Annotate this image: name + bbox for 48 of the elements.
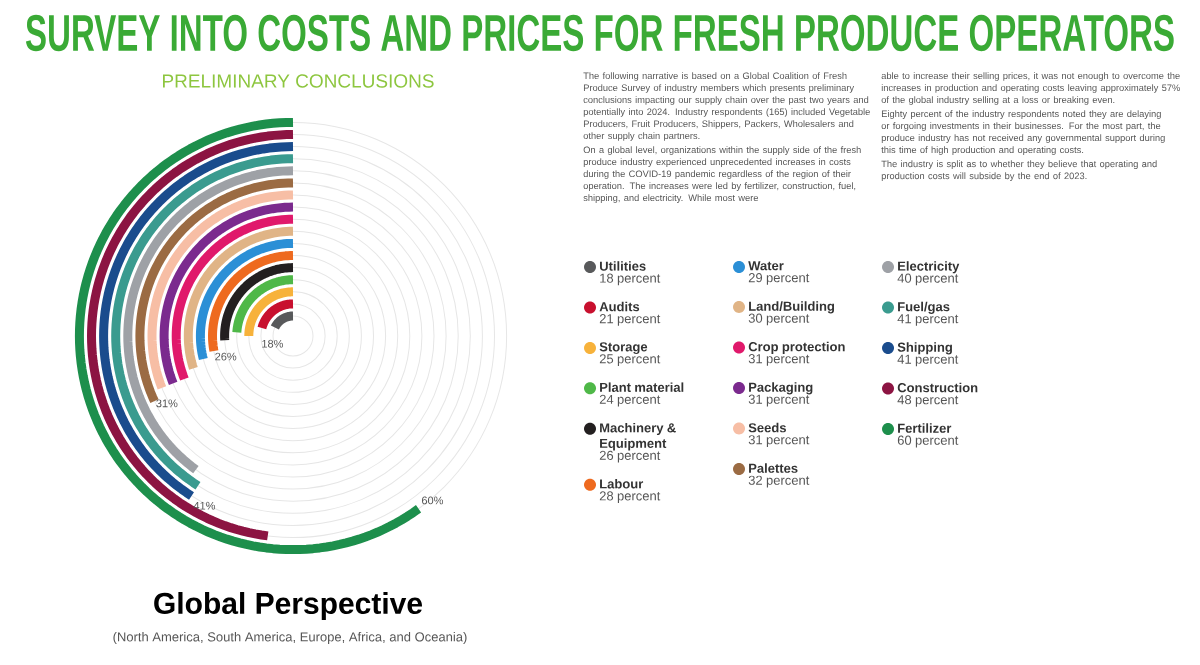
text: able to increase their selling prices, it was not enough to overcome the increases in production and operating costs leaving approximately 57% of the global industry selling at a loss or breaking even. bbox=[881, 72, 1180, 105]
data-label: 41 percent bbox=[897, 314, 959, 326]
category-label: Shipping bbox=[897, 342, 952, 355]
data-label: 60 percent bbox=[897, 435, 959, 448]
data-label: 29 percent bbox=[748, 273, 810, 285]
category-label: Labour bbox=[600, 478, 644, 489]
text: Global Perspective bbox=[154, 592, 423, 620]
category-label: Packaging bbox=[749, 382, 813, 395]
category-label: Machinery & Equipment bbox=[600, 422, 676, 451]
text: 41% bbox=[193, 501, 216, 510]
category-label: Palettes bbox=[749, 463, 798, 473]
category-label: Construction bbox=[897, 382, 978, 393]
text: The industry is split as to whether they believe that operating and production costs will subside by the end of 2023. bbox=[881, 160, 1157, 181]
category-label: Electricity bbox=[898, 261, 960, 274]
data-label: 41 percent bbox=[897, 354, 959, 367]
data-label: 31 percent bbox=[748, 354, 810, 366]
category-label: Fuel/gas bbox=[898, 301, 950, 314]
data-label: 25 percent bbox=[599, 354, 661, 367]
category-label: Water bbox=[748, 261, 784, 271]
text: 18% bbox=[262, 339, 284, 348]
text: On a global level, organizations within the supply side of the fresh produce industry experienced unprecedented increases in costs during the COVID-19 pandemic regardless of the region of their operation. The increases were led by fertilizer, construction, fuel, shipping, and electricity. While most were bbox=[583, 146, 861, 203]
text: Eighty percent of the industry respondents noted they are delaying or forgoing investments in their businesses. For the most part, the produce industry has not received any governmental support during this time of high production and operating costs. bbox=[881, 110, 1165, 155]
category-label: Storage bbox=[599, 342, 648, 355]
data-label: 28 percent bbox=[599, 491, 661, 504]
category-label: Fertilizer bbox=[898, 423, 952, 433]
category-label: Crop protection bbox=[748, 341, 845, 354]
data-label: 31 percent bbox=[748, 394, 810, 407]
text: 31% bbox=[156, 399, 178, 408]
category-label: Utilities bbox=[599, 261, 646, 271]
data-label: 31 percent bbox=[748, 435, 810, 447]
text: SURVEY INTO COSTS AND PRICES FOR FRESH PRODUCE OPERATORS bbox=[25, 14, 1174, 52]
category-label: Plant material bbox=[600, 382, 684, 392]
text: 26% bbox=[215, 352, 237, 361]
data-label: 18 percent bbox=[600, 273, 661, 286]
text: (North America, South America, Europe, Africa, and Oceania) bbox=[113, 631, 467, 645]
data-label: 21 percent bbox=[599, 314, 661, 326]
category-label: Seeds bbox=[748, 422, 786, 433]
data-label: 30 percent bbox=[748, 313, 810, 326]
text: PRELIMINARY CONCLUSIONS bbox=[163, 74, 434, 88]
category-label: Land/Building bbox=[749, 301, 835, 314]
data-label: 48 percent bbox=[897, 395, 959, 407]
data-label: 26 percent bbox=[599, 450, 661, 463]
text: 60% bbox=[421, 496, 444, 505]
text: The following narrative is based on a Global Coalition of Fresh Produce Survey of industry members which presents preliminary conclusions impacting our supply chain over the past two years and potentially into 2024. Industry respondents (165) included Vegetable Producers, Fruit Producers, Shippers, Packers, Wholesalers and other supply chain partners. bbox=[583, 72, 870, 141]
data-label: 40 percent bbox=[897, 273, 959, 286]
data-label: 24 percent bbox=[599, 394, 661, 407]
category-label: Audits bbox=[599, 301, 640, 312]
data-label: 32 percent bbox=[748, 475, 810, 488]
